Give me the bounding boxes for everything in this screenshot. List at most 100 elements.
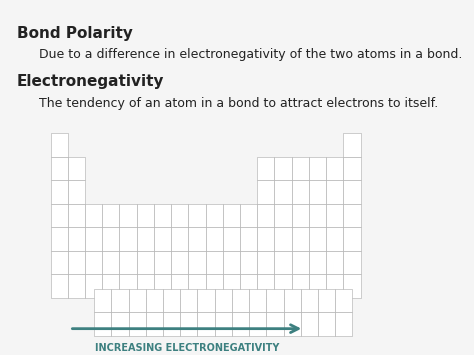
FancyBboxPatch shape [163,312,180,336]
FancyBboxPatch shape [274,251,292,274]
FancyBboxPatch shape [68,180,85,204]
FancyBboxPatch shape [249,289,266,312]
FancyBboxPatch shape [137,227,154,251]
FancyBboxPatch shape [68,157,85,180]
FancyBboxPatch shape [68,227,85,251]
FancyBboxPatch shape [51,180,68,204]
FancyBboxPatch shape [309,227,326,251]
FancyBboxPatch shape [292,251,309,274]
FancyBboxPatch shape [232,289,249,312]
FancyBboxPatch shape [85,274,102,298]
FancyBboxPatch shape [111,289,128,312]
FancyBboxPatch shape [198,312,215,336]
FancyBboxPatch shape [326,251,343,274]
FancyBboxPatch shape [343,133,361,157]
FancyBboxPatch shape [171,251,188,274]
FancyBboxPatch shape [154,204,171,227]
FancyBboxPatch shape [171,204,188,227]
FancyBboxPatch shape [240,204,257,227]
Text: Due to a difference in electronegativity of the two atoms in a bond.: Due to a difference in electronegativity… [39,48,463,61]
FancyBboxPatch shape [223,204,240,227]
FancyBboxPatch shape [146,312,163,336]
Text: The tendency of an atom in a bond to attract electrons to itself.: The tendency of an atom in a bond to att… [39,97,438,110]
FancyBboxPatch shape [223,251,240,274]
FancyBboxPatch shape [257,180,274,204]
FancyBboxPatch shape [223,274,240,298]
FancyBboxPatch shape [343,251,361,274]
FancyBboxPatch shape [128,289,146,312]
FancyBboxPatch shape [309,251,326,274]
FancyBboxPatch shape [274,204,292,227]
FancyBboxPatch shape [301,312,318,336]
FancyBboxPatch shape [171,227,188,251]
FancyBboxPatch shape [171,274,188,298]
FancyBboxPatch shape [326,204,343,227]
FancyBboxPatch shape [119,204,137,227]
FancyBboxPatch shape [102,274,119,298]
FancyBboxPatch shape [257,227,274,251]
FancyBboxPatch shape [206,204,223,227]
FancyBboxPatch shape [335,312,352,336]
FancyBboxPatch shape [154,274,171,298]
FancyBboxPatch shape [154,251,171,274]
FancyBboxPatch shape [188,204,206,227]
FancyBboxPatch shape [274,157,292,180]
FancyBboxPatch shape [206,274,223,298]
FancyBboxPatch shape [257,251,274,274]
FancyBboxPatch shape [326,180,343,204]
FancyBboxPatch shape [309,157,326,180]
FancyBboxPatch shape [188,274,206,298]
FancyBboxPatch shape [68,204,85,227]
FancyBboxPatch shape [51,274,68,298]
FancyBboxPatch shape [137,204,154,227]
FancyBboxPatch shape [85,251,102,274]
FancyBboxPatch shape [292,274,309,298]
FancyBboxPatch shape [309,274,326,298]
FancyBboxPatch shape [68,274,85,298]
FancyBboxPatch shape [274,274,292,298]
FancyBboxPatch shape [206,227,223,251]
FancyBboxPatch shape [335,289,352,312]
FancyBboxPatch shape [343,227,361,251]
FancyBboxPatch shape [119,251,137,274]
FancyBboxPatch shape [154,227,171,251]
FancyBboxPatch shape [257,204,274,227]
FancyBboxPatch shape [326,274,343,298]
FancyBboxPatch shape [318,312,335,336]
FancyBboxPatch shape [94,289,111,312]
FancyBboxPatch shape [257,157,274,180]
FancyBboxPatch shape [266,289,283,312]
FancyBboxPatch shape [283,312,301,336]
FancyBboxPatch shape [102,251,119,274]
FancyBboxPatch shape [137,251,154,274]
FancyBboxPatch shape [137,274,154,298]
FancyBboxPatch shape [257,274,274,298]
FancyBboxPatch shape [188,227,206,251]
FancyBboxPatch shape [85,204,102,227]
FancyBboxPatch shape [215,312,232,336]
FancyBboxPatch shape [180,289,198,312]
FancyBboxPatch shape [343,204,361,227]
FancyBboxPatch shape [283,289,301,312]
FancyBboxPatch shape [249,312,266,336]
FancyBboxPatch shape [309,204,326,227]
FancyBboxPatch shape [215,289,232,312]
FancyBboxPatch shape [180,312,198,336]
FancyBboxPatch shape [198,289,215,312]
FancyBboxPatch shape [240,274,257,298]
FancyBboxPatch shape [102,227,119,251]
FancyBboxPatch shape [274,227,292,251]
FancyBboxPatch shape [240,227,257,251]
FancyBboxPatch shape [266,312,283,336]
FancyBboxPatch shape [343,180,361,204]
FancyBboxPatch shape [292,157,309,180]
FancyBboxPatch shape [51,227,68,251]
FancyBboxPatch shape [223,227,240,251]
FancyBboxPatch shape [188,251,206,274]
FancyBboxPatch shape [343,274,361,298]
FancyBboxPatch shape [292,204,309,227]
FancyBboxPatch shape [119,274,137,298]
FancyBboxPatch shape [309,180,326,204]
FancyBboxPatch shape [240,251,257,274]
FancyBboxPatch shape [94,312,111,336]
